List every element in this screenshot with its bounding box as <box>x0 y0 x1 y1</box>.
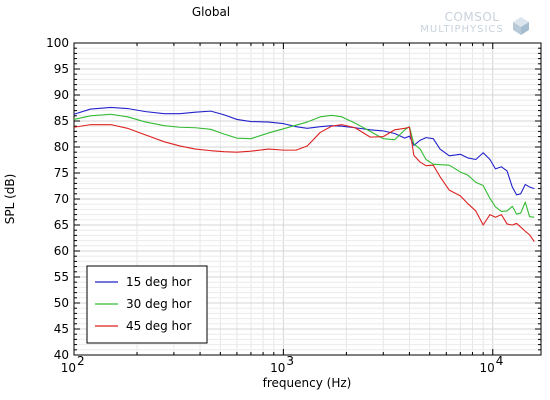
comsol-cube-icon <box>513 17 529 35</box>
y-tick-label: 40 <box>54 348 69 362</box>
legend: 15 deg hor 30 deg hor 45 deg hor <box>86 265 208 344</box>
legend-label: 15 deg hor <box>126 275 191 289</box>
y-tick-label: 70 <box>54 192 69 206</box>
legend-label: 45 deg hor <box>126 319 191 333</box>
series-line-45-deg-hor <box>73 124 535 242</box>
y-tick-labels: 40 45 50 55 60 65 70 75 80 85 90 95 100 <box>46 36 69 362</box>
series-group <box>73 106 535 242</box>
x-tick-label: 10 3 <box>270 354 294 375</box>
y-tick-label: 45 <box>54 322 69 336</box>
x-tick-base: 10 <box>61 361 76 375</box>
x-tick-label: 10 2 <box>61 354 85 375</box>
series-line-15-deg-hor <box>73 106 535 196</box>
y-tick-label: 100 <box>46 36 69 50</box>
x-tick-labels: 10 2 10 3 10 4 <box>61 354 504 375</box>
legend-label: 30 deg hor <box>126 297 191 311</box>
chart-title: Global <box>192 5 230 19</box>
x-axis-label: frequency (Hz) <box>263 376 352 390</box>
y-tick-label: 60 <box>54 244 69 258</box>
y-axis-label: SPL (dB) <box>3 174 17 225</box>
x-tick-exponent: 2 <box>77 354 85 368</box>
y-tick-label: 55 <box>54 270 69 284</box>
y-tick-label: 80 <box>54 140 69 154</box>
x-tick-base: 10 <box>270 361 285 375</box>
x-tick-exponent: 3 <box>286 354 294 368</box>
comsol-watermark: COMSOL MULTIPHYSICS <box>420 10 529 35</box>
axis-ticks <box>73 42 541 356</box>
y-tick-label: 50 <box>54 296 69 310</box>
y-tick-label: 95 <box>54 62 69 76</box>
watermark-line2: MULTIPHYSICS <box>420 24 503 35</box>
y-tick-label: 90 <box>54 88 69 102</box>
watermark-line1: COMSOL <box>445 10 500 24</box>
x-tick-base: 10 <box>479 361 494 375</box>
y-tick-label: 85 <box>54 114 69 128</box>
x-tick-label: 10 4 <box>479 354 503 375</box>
y-tick-label: 75 <box>54 166 69 180</box>
series-line-30-deg-hor <box>73 113 535 218</box>
x-tick-exponent: 4 <box>496 354 504 368</box>
y-tick-label: 65 <box>54 218 69 232</box>
